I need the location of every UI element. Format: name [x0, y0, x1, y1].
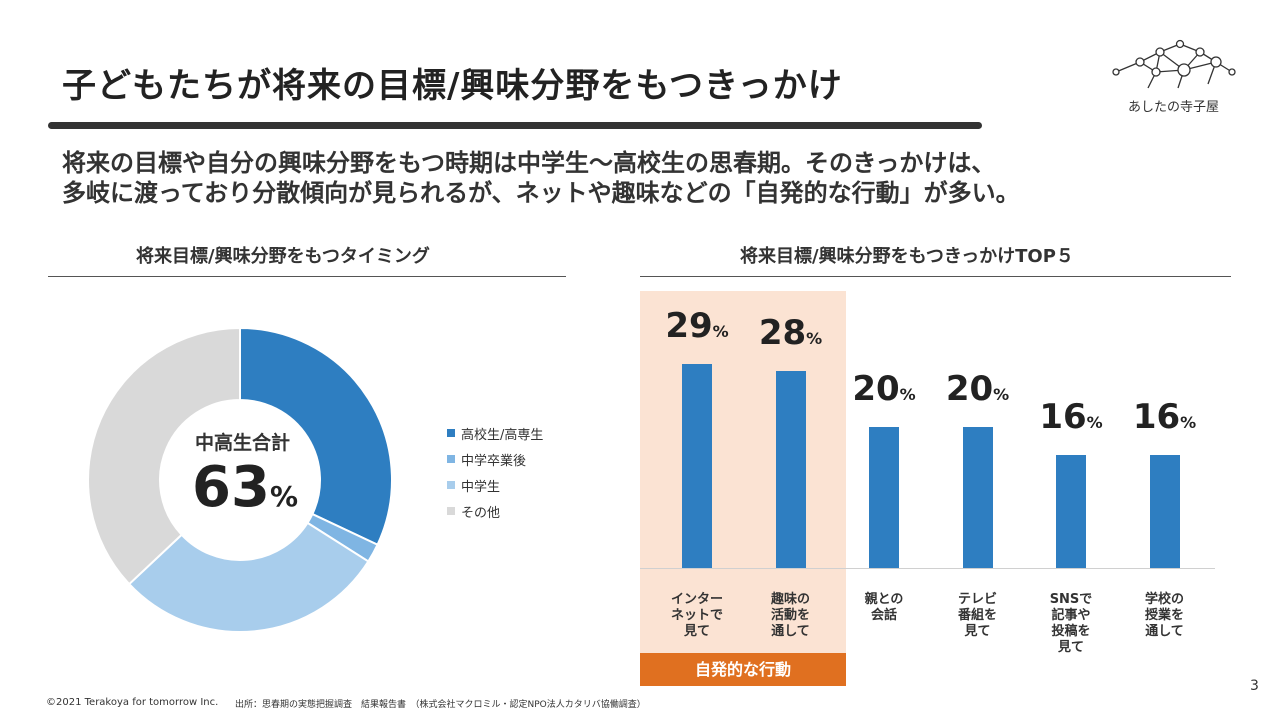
bar-chart: 29% インター ネットで 見て 28% 趣味の 活動を 通して 20% 親との 会話 20… [640, 291, 1240, 691]
highlight-badge: 自発的な行動 [640, 653, 846, 686]
legend-item: 中学卒業後 [447, 446, 543, 472]
bar-value-number: 28 [758, 313, 807, 354]
legend-label: その他 [461, 505, 501, 521]
donut-legend: 高校生/高専生 中学卒業後中学生その他 [447, 420, 543, 524]
right-section-rule [640, 276, 1231, 277]
bar-baseline [640, 568, 1215, 569]
bar-6 [1149, 455, 1180, 568]
bar-3 [869, 427, 899, 568]
donut-slice-3 [127, 521, 370, 633]
legend-swatch [447, 507, 455, 515]
footer-source: 出所：思春期の実態把握調査 結果報告書 （株式会社マクロミル・認定NPO法人カタ… [235, 700, 646, 710]
bar-value-label: 20% [839, 369, 929, 409]
bar-value-unit: % [993, 385, 1010, 405]
footer-copyright: ©2021 Terakoya for tomorrow Inc. [46, 697, 219, 708]
highlight-background [640, 291, 846, 653]
bar-value-unit: % [1086, 413, 1103, 433]
bar-2 [775, 371, 806, 568]
bar-value-unit: % [1180, 413, 1197, 433]
bar-value-number: 16 [1132, 397, 1181, 438]
right-section-title: 将来目標/興味分野をもつきっかけTOP５ [740, 246, 1074, 267]
logo-text: あしたの寺子屋 [1128, 100, 1220, 115]
bar-category-label: 学校の 授業を 通して [1144, 592, 1184, 639]
legend-swatch [447, 481, 455, 489]
title-underline [48, 122, 982, 129]
bar-value-number: 20 [852, 369, 900, 410]
lead-line-2: 多岐に渡っており分散傾向が見られるが、ネットや趣味などの「自発的な行動」が多い。 [62, 179, 1020, 207]
page-number: 3 [1250, 678, 1259, 694]
bar-value-unit: % [899, 385, 916, 405]
bar-value-label: 20% [933, 369, 1023, 409]
bar-category-label: 趣味の 活動を 通して [770, 592, 810, 639]
donut-slice-1 [239, 326, 393, 547]
page-title: 子どもたちが将来の目標/興味分野をもつきっかけ [62, 66, 843, 106]
bar-value-label: 16% [1120, 397, 1210, 437]
bar-value-label: 28% [746, 313, 836, 353]
bar-value-number: 20 [945, 369, 994, 410]
donut-slice-4 [87, 326, 241, 586]
bar-value-number: 16 [1039, 397, 1087, 438]
legend-label: 高校生/高専生 [461, 427, 544, 443]
legend-item: その他 [447, 498, 543, 524]
logo-network-icon [1112, 39, 1236, 89]
legend-item: 高校生/高専生 [447, 420, 543, 446]
left-section-title: 将来目標/興味分野をもつタイミング [136, 246, 430, 267]
bar-value-unit: % [806, 329, 823, 349]
left-section-rule [48, 276, 566, 277]
bar-value-number: 29 [665, 306, 713, 346]
donut-center-number: 63 [192, 455, 270, 520]
bar-value-label: 29% [652, 306, 742, 346]
bar-4 [962, 427, 993, 568]
bar-1 [682, 364, 712, 568]
legend-swatch [447, 429, 455, 437]
bar-category-label: インター ネットで 見て [670, 592, 723, 639]
lead-text: 将来の目標や自分の興味分野をもつ時期は中学生～高校生の思春期。そのきっかけは、 … [62, 148, 1020, 208]
bar-5 [1056, 455, 1086, 568]
bar-category-label: SNSで 記事や 投稿を 見て [1049, 592, 1093, 655]
lead-line-1: 将来の目標や自分の興味分野をもつ時期は中学生～高校生の思春期。そのきっかけは、 [62, 149, 996, 177]
bar-value-label: 16% [1026, 397, 1116, 437]
bar-category-label: 親との 会話 [864, 592, 904, 623]
bar-category-label: テレビ 番組を 見て [957, 592, 997, 639]
bar-value-unit: % [712, 322, 729, 341]
donut-chart [87, 326, 393, 633]
legend-swatch [447, 455, 455, 463]
legend-label: 中学生 [461, 479, 501, 495]
donut-center-unit: % [269, 480, 298, 513]
legend-label: 中学卒業後 [461, 453, 527, 469]
donut-center-value: 63% [185, 455, 305, 520]
donut-center-label: 中高生合計 [195, 432, 291, 454]
legend-item: 中学生 [447, 472, 543, 498]
